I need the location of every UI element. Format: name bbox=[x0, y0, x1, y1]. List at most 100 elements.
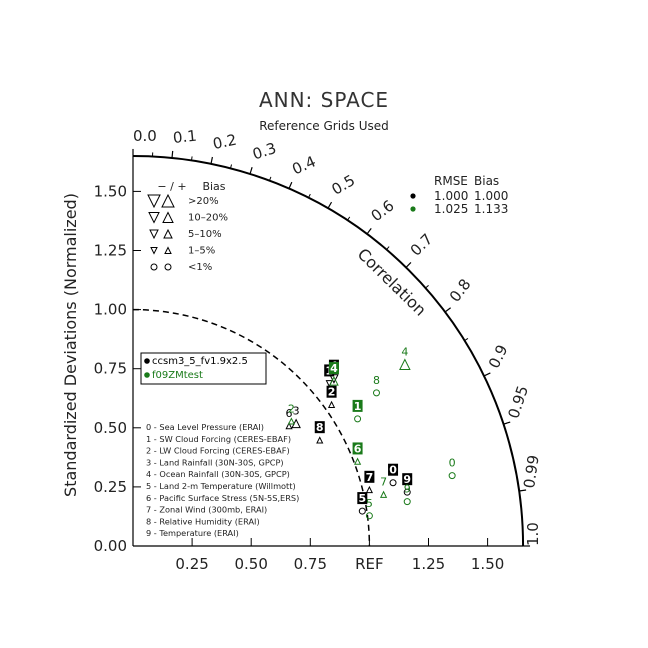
data-point: 9 bbox=[403, 483, 411, 506]
corr-minor-tick bbox=[269, 176, 272, 181]
bias-legend-label: <1% bbox=[188, 262, 212, 273]
variable-legend-item: 1 - SW Cloud Forcing (CERES-EBAF) bbox=[146, 434, 291, 444]
bias-legend-label: 1–5% bbox=[188, 246, 215, 257]
data-label-box bbox=[357, 492, 368, 505]
data-marker bbox=[365, 485, 374, 494]
triangle-up-icon bbox=[162, 211, 174, 223]
variable-legend-item: 8 - Relative Humidity (ERAI) bbox=[146, 516, 260, 526]
y-tick-label: 1.25 bbox=[94, 242, 127, 260]
x-tick-label: 1.50 bbox=[471, 555, 504, 573]
y-tick-label: 1.00 bbox=[94, 301, 127, 319]
triangle-down-icon bbox=[150, 247, 158, 255]
data-point: 6 bbox=[285, 407, 293, 430]
corr-tick-label: 0.6 bbox=[368, 196, 398, 225]
data-label: 4 bbox=[330, 362, 338, 375]
corr-minor-tick bbox=[230, 164, 232, 169]
corr-tick bbox=[210, 156, 213, 164]
data-label: 8 bbox=[373, 374, 380, 387]
data-point: 6 bbox=[352, 442, 363, 465]
data-marker bbox=[329, 374, 339, 384]
corr-tick bbox=[405, 262, 412, 268]
bias-legend-label: 10–20% bbox=[188, 213, 228, 224]
data-label: 0 bbox=[449, 457, 456, 470]
data-point: 9 bbox=[402, 473, 413, 496]
data-point: 4 bbox=[399, 346, 411, 371]
series-legend-box bbox=[140, 352, 267, 385]
data-label: 4 bbox=[401, 346, 408, 359]
y-tick-label: 1.50 bbox=[94, 182, 127, 200]
chart-subtitle: Reference Grids Used bbox=[259, 119, 389, 133]
data-point: 8 bbox=[372, 374, 380, 397]
corr-tick-label: 0.1 bbox=[172, 127, 198, 147]
data-marker bbox=[285, 422, 293, 430]
data-label-box bbox=[402, 473, 413, 486]
data-marker bbox=[358, 507, 366, 515]
data-label: 7 bbox=[380, 476, 387, 489]
corr-tick-label: 0.3 bbox=[250, 139, 278, 163]
data-label: 3 bbox=[293, 405, 300, 418]
corr-tick-label: 0.0 bbox=[133, 127, 157, 145]
data-point: 5 bbox=[365, 497, 373, 520]
variable-legend-item: 5 - Land 2-m Temperature (Willmott) bbox=[146, 481, 296, 491]
data-marker bbox=[399, 358, 411, 371]
data-label: 9 bbox=[404, 483, 411, 496]
corr-tick-label: 0.4 bbox=[289, 152, 318, 178]
corr-minor-tick bbox=[386, 246, 390, 250]
data-label: 5 bbox=[358, 492, 366, 505]
reference-arc bbox=[132, 308, 371, 547]
triangle-up-icon bbox=[164, 246, 172, 254]
corr-tick bbox=[249, 167, 253, 175]
triangle-down-icon bbox=[148, 212, 160, 224]
corr-tick-label: 0.9 bbox=[485, 342, 512, 371]
data-point: 7 bbox=[364, 470, 375, 494]
corr-tick bbox=[366, 227, 372, 235]
y-tick-label: 0.50 bbox=[94, 419, 127, 437]
y-tick-label: 0.00 bbox=[94, 537, 127, 555]
data-label-box bbox=[364, 470, 375, 483]
x-tick-label: 0.75 bbox=[294, 555, 327, 573]
data-label-box bbox=[388, 463, 399, 476]
rmse-series-dot bbox=[410, 193, 416, 199]
data-marker bbox=[353, 457, 362, 465]
corr-minor-tick bbox=[191, 156, 193, 161]
bias-header: Bias bbox=[474, 174, 499, 188]
data-point: 2 bbox=[287, 402, 295, 425]
data-label-box bbox=[314, 421, 325, 434]
ref-label: REF bbox=[355, 555, 384, 573]
y-axis-label: Standardized Deviations (Normalized) bbox=[61, 193, 80, 497]
corr-tick-label: 0.5 bbox=[329, 171, 359, 199]
data-marker bbox=[403, 488, 411, 496]
data-label: 2 bbox=[288, 402, 295, 415]
variable-legend-item: 2 - LW Cloud Forcing (CERES-EBAF) bbox=[146, 446, 290, 456]
data-label: 7 bbox=[366, 471, 374, 484]
corr-tick-label: 0.2 bbox=[211, 131, 238, 153]
series-legend-label: f09ZMtest bbox=[152, 370, 203, 381]
bias-legend-header: − / + bbox=[157, 180, 186, 193]
variable-legend-item: 9 - Temperature (ERAI) bbox=[146, 528, 239, 538]
rmse-value: 1.025 bbox=[434, 202, 468, 216]
data-label: 6 bbox=[286, 407, 293, 420]
data-point: 8 bbox=[314, 421, 325, 444]
corr-tick-label: 0.7 bbox=[407, 230, 437, 260]
data-point: 2 bbox=[326, 385, 337, 409]
data-point: 4 bbox=[328, 362, 339, 386]
corr-tick-label: 1.0 bbox=[524, 522, 542, 546]
bias-value: 1.133 bbox=[474, 202, 508, 216]
data-label: 6 bbox=[354, 442, 362, 455]
corr-tick-label: 0.95 bbox=[505, 383, 533, 420]
data-marker bbox=[389, 479, 397, 487]
corr-tick bbox=[519, 489, 527, 492]
rmse-value: 1.000 bbox=[434, 189, 468, 203]
data-marker bbox=[287, 417, 295, 425]
data-label-box bbox=[352, 399, 363, 412]
corr-tick bbox=[327, 201, 333, 209]
data-label: 1 bbox=[354, 400, 362, 413]
data-point: 1 bbox=[352, 399, 363, 423]
data-label-box bbox=[352, 442, 363, 455]
data-marker bbox=[379, 490, 388, 498]
rmse-series-dot bbox=[410, 206, 416, 212]
variable-legend-item: 0 - Sea Level Pressure (ERAI) bbox=[146, 422, 264, 432]
data-marker bbox=[316, 436, 324, 444]
data-label: 5 bbox=[366, 497, 373, 510]
bias-legend-circle-icon bbox=[164, 263, 172, 271]
